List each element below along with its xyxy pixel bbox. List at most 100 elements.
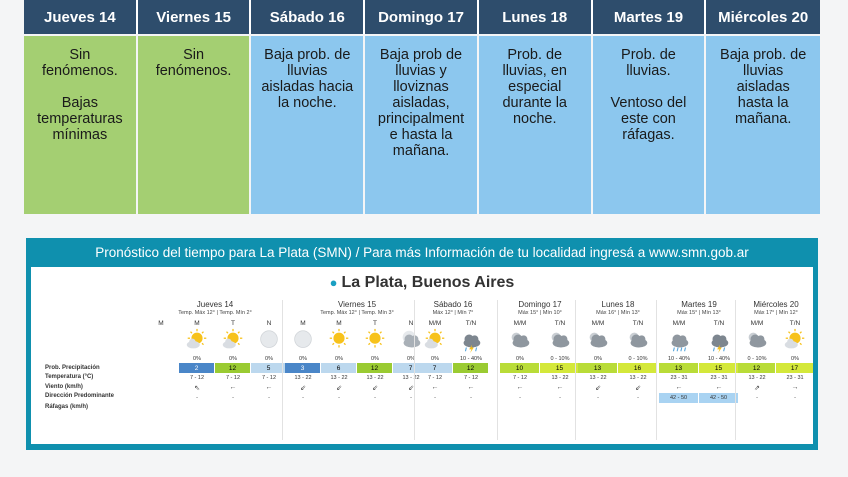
gust-value: - — [519, 395, 521, 401]
temp-value: 16 — [618, 363, 657, 373]
period-label: M/M — [750, 319, 764, 327]
temp-value: 10 — [500, 363, 539, 373]
day-separator — [282, 300, 283, 440]
day-description: Sin fenómenos. Bajas temperaturas mínima… — [24, 36, 136, 214]
wind-direction-icon: ⇙ — [372, 384, 378, 392]
wind-direction-icon: ⇙ — [635, 384, 641, 392]
gust-value: - — [196, 395, 198, 401]
precip-value: 10 - 40% — [667, 355, 690, 362]
precip-value: 0 - 10% — [747, 355, 767, 362]
wind-value: 13 - 22 — [589, 374, 607, 381]
period-label: N — [408, 319, 414, 327]
wind-direction-icon: ← — [431, 384, 439, 391]
temp-value: 2 — [179, 363, 214, 373]
wind-direction-icon: ← — [229, 384, 237, 391]
day-description-row: Sin fenómenos. Bajas temperaturas mínima… — [24, 36, 821, 214]
gust-row: -- — [578, 393, 658, 403]
wind-value: 7 - 12 — [225, 374, 241, 381]
gust-value: - — [470, 395, 472, 401]
wind-row: 23 - 31 23 - 31 — [659, 373, 739, 382]
precip-value: 0% — [407, 355, 415, 362]
direction-row: ← ← — [500, 382, 580, 393]
rain-icon — [659, 328, 699, 354]
precip-value: 0% — [299, 355, 307, 362]
blank-icon — [143, 328, 179, 354]
precip-value: 0% — [335, 355, 343, 362]
cloud-icon — [618, 328, 658, 354]
temp-value: 12 — [215, 363, 250, 373]
day-description: Prob. de lluvias. Ventoso del este con r… — [592, 36, 705, 214]
forecast-day-name: Martes 19 — [681, 300, 717, 309]
rain-storm-icon — [699, 328, 739, 354]
row-label: Ráfagas (km/h) — [45, 404, 89, 410]
precip-value: 0% — [516, 355, 524, 362]
precip-row: 0% 10 - 40% — [417, 354, 489, 363]
wind-value: 23 - 31 — [786, 374, 804, 381]
temp-value: 17 — [776, 363, 813, 373]
period-label: M/M — [513, 319, 527, 327]
wind-value: 7 - 12 — [512, 374, 528, 381]
forecast-day-name: Jueves 14 — [196, 300, 234, 309]
temp-value — [143, 363, 179, 373]
temp-value: 12 — [738, 363, 775, 373]
sun-cloud-icon — [417, 328, 453, 354]
forecast-day-temps: Máx 17° | Mín 12° — [754, 310, 798, 316]
temp-value: 12 — [453, 363, 488, 373]
moon-icon — [251, 328, 287, 354]
day-description: Prob. de lluvias, en especial durante la… — [478, 36, 591, 214]
gust-row: -- — [417, 393, 489, 403]
period-label: T/N — [554, 319, 566, 327]
wind-value: 7 - 12 — [261, 374, 277, 381]
day-separator — [497, 300, 498, 440]
day-header: Martes 19 — [592, 0, 705, 34]
wind-value: 13 - 22 — [629, 374, 647, 381]
forecast-day: Viernes 15 Temp. Máx 12° | Temp. Mín 3° M M… — [285, 300, 429, 403]
precip-value: 0% — [229, 355, 237, 362]
direction-row: ← ← — [659, 382, 739, 393]
wind-direction-icon: ⇙ — [595, 384, 601, 392]
wind-direction-icon: ← — [715, 384, 723, 391]
forecast-day-name: Lunes 18 — [601, 300, 635, 309]
temp-row: 12 17 — [738, 363, 814, 373]
forecast-grid: Jueves 14 Temp. Máx 12° | Temp. Mín 2° M M T… — [31, 267, 813, 444]
period-label: T/N — [632, 319, 644, 327]
wind-direction-icon: ← — [467, 384, 475, 391]
precip-row: 0% 0% 0% — [143, 354, 287, 363]
icon-row — [143, 328, 287, 354]
day-header: Domingo 17 — [365, 0, 477, 34]
direction-row: ⇖ ← ← — [143, 382, 287, 393]
wind-value: 23 - 31 — [670, 374, 688, 381]
gust-value: 42 - 50 — [659, 393, 698, 403]
gust-value: - — [559, 395, 561, 401]
icon-row — [285, 328, 429, 354]
day-separator — [414, 300, 415, 440]
row-label: Temperatura (°C) — [45, 374, 94, 380]
gust-value: - — [374, 395, 376, 401]
cloud-icon — [500, 328, 540, 354]
row-label: Dirección Predominante — [45, 393, 115, 399]
wind-direction-icon: ⇙ — [300, 384, 306, 392]
cloud-icon — [540, 328, 580, 354]
wind-direction-icon: ⇗ — [754, 384, 760, 392]
icon-row — [659, 328, 739, 354]
wind-row: 7 - 12 7 - 12 — [417, 373, 489, 382]
temp-row: 2 12 5 — [143, 363, 287, 373]
wind-value: 13 - 22 — [366, 374, 384, 381]
wind-direction-icon: ← — [556, 384, 564, 391]
temp-row: 10 15 — [500, 363, 580, 373]
wind-direction-icon: ← — [675, 384, 683, 391]
sun-icon — [321, 328, 357, 354]
sun-cloud-icon — [179, 328, 215, 354]
wind-direction-icon: ← — [265, 384, 273, 391]
wind-value: 13 - 22 — [402, 374, 420, 381]
day-header: Lunes 18 — [478, 0, 591, 34]
period-label: M/M — [591, 319, 605, 327]
icon-row — [417, 328, 489, 354]
temp-row: 3 6 12 7 — [285, 363, 429, 373]
forecast-card: ● La Plata, Buenos Aires Prob. Precipitac… — [31, 267, 813, 444]
wind-row: 13 - 22 13 - 22 13 - 22 13 - 22 — [285, 373, 429, 382]
day-description: Baja prob. de lluvias aisladas hacia la … — [251, 36, 364, 214]
forecast-day-temps: Máx 15° | Mín 10° — [518, 310, 562, 316]
gust-value — [143, 393, 179, 403]
forecast-day-name: Viernes 15 — [337, 300, 377, 309]
